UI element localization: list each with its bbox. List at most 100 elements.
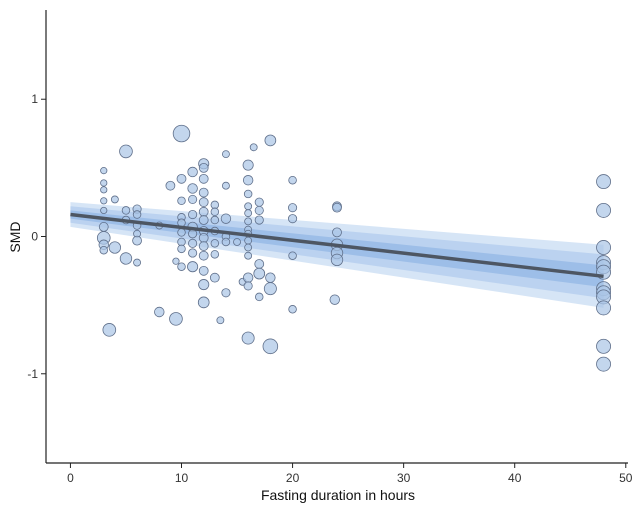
data-point bbox=[188, 194, 198, 204]
data-point bbox=[210, 215, 220, 225]
data-point bbox=[242, 272, 254, 283]
x-axis-ticks: 0 10 20 30 40 50 bbox=[67, 463, 633, 485]
data-point bbox=[110, 195, 119, 204]
data-point bbox=[198, 197, 209, 208]
data-point bbox=[288, 305, 297, 314]
data-point bbox=[596, 338, 612, 354]
data-point bbox=[198, 206, 209, 217]
data-point bbox=[288, 175, 297, 185]
data-point bbox=[244, 209, 253, 218]
data-point bbox=[253, 267, 266, 280]
y-tick-label: 1 bbox=[31, 92, 38, 106]
data-point bbox=[188, 209, 198, 220]
data-point bbox=[119, 144, 133, 159]
data-point bbox=[198, 173, 209, 184]
data-point bbox=[241, 331, 255, 345]
y-axis-ticks: -1 0 1 bbox=[27, 92, 46, 381]
x-tick-label: 20 bbox=[286, 471, 300, 485]
data-point bbox=[242, 159, 254, 171]
data-point bbox=[209, 272, 220, 283]
data-point bbox=[233, 238, 241, 246]
data-point bbox=[177, 196, 186, 206]
data-point bbox=[188, 229, 198, 239]
data-point bbox=[169, 312, 183, 326]
data-point bbox=[596, 202, 612, 218]
data-point bbox=[596, 356, 612, 372]
data-point bbox=[244, 243, 253, 252]
regression-line bbox=[70, 212, 604, 279]
x-axis-title: Fasting duration in hours bbox=[261, 487, 415, 503]
x-tick-label: 30 bbox=[397, 471, 411, 485]
x-tick-label: 50 bbox=[619, 471, 633, 485]
data-point bbox=[249, 143, 258, 152]
data-point bbox=[222, 150, 230, 159]
data-point bbox=[177, 244, 186, 254]
data-point bbox=[216, 316, 225, 325]
data-point bbox=[596, 240, 612, 255]
data-point bbox=[102, 323, 117, 337]
data-point bbox=[243, 281, 253, 291]
data-point bbox=[198, 265, 209, 276]
data-point bbox=[221, 237, 231, 247]
data-point bbox=[210, 207, 220, 217]
regression-line-group bbox=[70, 212, 604, 279]
x-tick-label: 0 bbox=[67, 471, 74, 485]
data-point bbox=[244, 202, 253, 211]
data-point bbox=[263, 282, 277, 296]
data-point bbox=[198, 162, 209, 173]
data-point bbox=[198, 279, 210, 291]
data-point bbox=[187, 261, 199, 273]
data-point bbox=[254, 205, 264, 215]
data-point bbox=[198, 250, 209, 261]
data-point bbox=[596, 300, 612, 316]
data-point bbox=[210, 250, 220, 259]
data-point bbox=[198, 241, 209, 251]
data-point bbox=[262, 338, 279, 355]
data-point bbox=[132, 210, 142, 219]
data-point bbox=[220, 213, 232, 224]
data-point bbox=[187, 183, 198, 194]
data-point bbox=[177, 228, 186, 237]
data-point bbox=[288, 214, 298, 224]
data-point bbox=[176, 173, 187, 184]
data-point bbox=[108, 241, 122, 254]
data-point bbox=[244, 251, 253, 260]
data-point bbox=[165, 180, 176, 191]
y-tick-label: 0 bbox=[31, 230, 38, 244]
data-point bbox=[198, 215, 209, 225]
data-point bbox=[210, 239, 220, 248]
data-point bbox=[99, 245, 108, 255]
data-point bbox=[244, 217, 253, 226]
data-point bbox=[222, 181, 230, 190]
data-point bbox=[177, 262, 186, 271]
data-point bbox=[221, 288, 231, 298]
data-point bbox=[243, 189, 253, 199]
data-point bbox=[332, 227, 342, 238]
data-point bbox=[197, 296, 210, 309]
x-tick-label: 40 bbox=[508, 471, 522, 485]
data-point bbox=[100, 197, 108, 205]
data-point bbox=[132, 235, 142, 246]
data-point bbox=[133, 258, 141, 267]
data-point bbox=[242, 175, 254, 186]
data-point bbox=[254, 197, 264, 207]
data-point bbox=[100, 206, 108, 215]
data-point bbox=[255, 292, 264, 302]
data-point bbox=[100, 186, 108, 194]
data-point bbox=[288, 251, 297, 260]
data-point bbox=[188, 238, 198, 248]
data-point bbox=[187, 166, 198, 178]
data-point bbox=[265, 272, 276, 283]
data-point bbox=[264, 134, 277, 147]
data-point bbox=[154, 306, 165, 318]
data-points bbox=[96, 124, 612, 372]
data-point bbox=[288, 203, 298, 213]
data-point bbox=[172, 257, 180, 265]
data-point bbox=[188, 248, 198, 258]
data-point bbox=[98, 222, 109, 232]
data-point bbox=[244, 236, 253, 245]
data-point bbox=[198, 232, 209, 243]
data-point bbox=[121, 206, 131, 215]
data-point bbox=[100, 179, 108, 187]
